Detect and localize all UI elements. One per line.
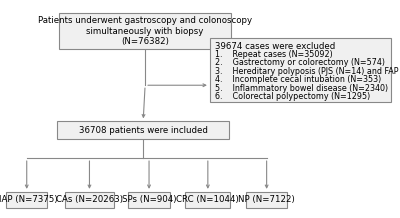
Text: SPs (N=904): SPs (N=904) bbox=[122, 195, 176, 204]
Text: 5.    Inflammatory bowel disease (N=2340): 5. Inflammatory bowel disease (N=2340) bbox=[215, 84, 388, 93]
FancyBboxPatch shape bbox=[210, 39, 391, 102]
Text: 4.    Incomplete cecal intubation (N=353): 4. Incomplete cecal intubation (N=353) bbox=[215, 75, 382, 84]
Text: NP (N=7122): NP (N=7122) bbox=[238, 195, 295, 204]
Text: 2.    Gastrectomy or colorectomy (N=574): 2. Gastrectomy or colorectomy (N=574) bbox=[215, 58, 385, 67]
Text: NAP (N=7375): NAP (N=7375) bbox=[0, 195, 58, 204]
Text: 39674 cases were excluded: 39674 cases were excluded bbox=[214, 42, 335, 51]
Text: 6.    Colorectal polypectomy (N=1295): 6. Colorectal polypectomy (N=1295) bbox=[215, 92, 370, 101]
FancyBboxPatch shape bbox=[185, 192, 230, 208]
FancyBboxPatch shape bbox=[246, 192, 287, 208]
FancyBboxPatch shape bbox=[6, 192, 47, 208]
Text: 36708 patients were included: 36708 patients were included bbox=[79, 126, 208, 135]
Text: Patients underwent gastroscopy and colonoscopy
simultaneously with biopsy
(N=763: Patients underwent gastroscopy and colon… bbox=[38, 16, 252, 46]
Text: CAs (N=20263): CAs (N=20263) bbox=[56, 195, 123, 204]
FancyBboxPatch shape bbox=[59, 13, 231, 49]
FancyBboxPatch shape bbox=[57, 121, 230, 140]
FancyBboxPatch shape bbox=[128, 192, 170, 208]
Text: 3.    Hereditary polyposis (PJS (N=14) and FAP (N=6)): 3. Hereditary polyposis (PJS (N=14) and … bbox=[215, 67, 400, 76]
FancyBboxPatch shape bbox=[65, 192, 114, 208]
Text: CRC (N=1044): CRC (N=1044) bbox=[176, 195, 239, 204]
Text: 1.    Repeat cases (N=35092): 1. Repeat cases (N=35092) bbox=[215, 50, 333, 59]
